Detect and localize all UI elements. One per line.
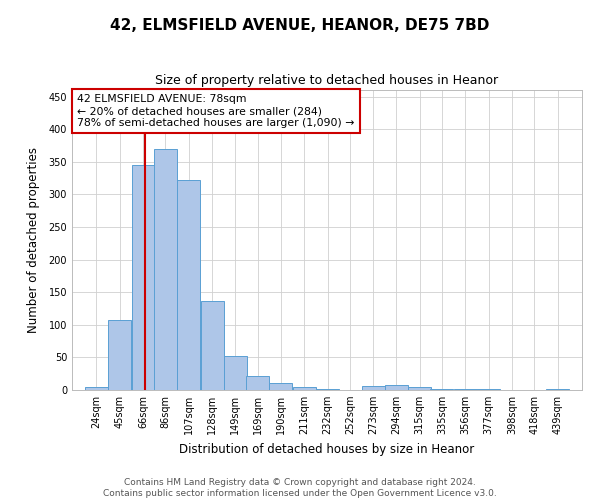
- Bar: [85, 386, 108, 390]
- Bar: [131, 165, 155, 390]
- Bar: [154, 148, 177, 390]
- Bar: [177, 180, 200, 390]
- Bar: [293, 386, 316, 390]
- Text: 42, ELMSFIELD AVENUE, HEANOR, DE75 7BD: 42, ELMSFIELD AVENUE, HEANOR, DE75 7BD: [110, 18, 490, 32]
- Bar: [362, 386, 385, 390]
- Bar: [200, 300, 224, 390]
- Bar: [408, 388, 431, 390]
- Bar: [546, 388, 569, 390]
- Bar: [269, 384, 292, 390]
- Text: Contains HM Land Registry data © Crown copyright and database right 2024.
Contai: Contains HM Land Registry data © Crown c…: [103, 478, 497, 498]
- Title: Size of property relative to detached houses in Heanor: Size of property relative to detached ho…: [155, 74, 499, 88]
- Bar: [109, 320, 131, 390]
- Bar: [385, 386, 408, 390]
- Text: 42 ELMSFIELD AVENUE: 78sqm
← 20% of detached houses are smaller (284)
78% of sem: 42 ELMSFIELD AVENUE: 78sqm ← 20% of deta…: [77, 94, 355, 128]
- X-axis label: Distribution of detached houses by size in Heanor: Distribution of detached houses by size …: [179, 442, 475, 456]
- Y-axis label: Number of detached properties: Number of detached properties: [27, 147, 40, 333]
- Bar: [430, 388, 454, 390]
- Bar: [224, 356, 247, 390]
- Bar: [246, 376, 269, 390]
